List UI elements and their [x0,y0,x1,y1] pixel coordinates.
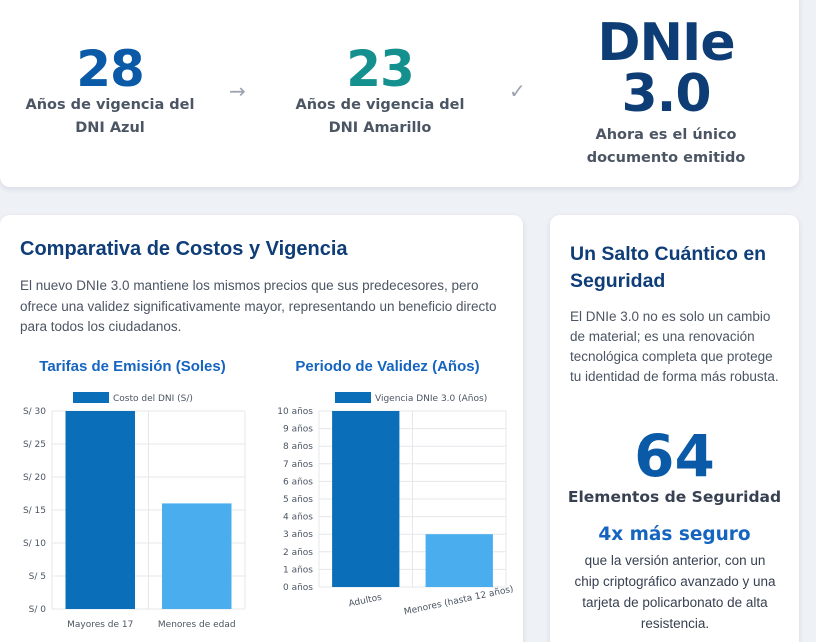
security-elements-number: 64 [634,422,715,490]
legend-swatch [335,392,371,403]
y-tick-label: 6 años [283,477,313,487]
security-card: Un Salto Cuántico en Seguridad El DNIe 3… [550,215,799,642]
y-tick-label: 3 años [283,530,313,540]
stat-dnie-3: DNIe 3.0 Ahora es el único documento emi… [555,13,777,170]
y-tick-label: S/ 15 [23,506,46,516]
bar [65,411,135,609]
legend-swatch [73,392,109,403]
stat-number: 23 [346,40,415,98]
validity-chart-title: Periodo de Validez (Años) [295,358,480,375]
fees-chart: S/ 0 S/ 5 S/ 10 S/ 15 S/ 20 S/ 25 S/ 30 Mayores… [23,392,246,630]
stat-label: Años de vigencia del DNI Amarillo [295,97,465,136]
stat-dni-azul: 28 Años de vigencia del DNI Azul [10,44,210,140]
y-tick-label: 4 años [283,513,313,523]
stat-number: 28 [76,40,145,98]
comparison-description: El nuevo DNIe 3.0 mantiene los mismos pr… [20,278,497,334]
y-tick-label: S/ 20 [23,473,46,483]
stat-label: Años de vigencia del DNI Azul [25,97,195,136]
validity-chart: 0 años 1 años 2 años 3 años 4 años 5 años 6 añ… [277,392,514,618]
x-tick-label: Mayores de 17 [67,620,133,630]
y-tick-label: 10 años [277,407,313,417]
stats-card: 28 Años de vigencia del DNI Azul → 23 Añ… [0,0,799,187]
y-tick-label: 8 años [283,442,313,452]
legend-label: Costo del DNI (S/) [113,394,193,404]
y-tick-label: 1 años [283,565,313,575]
y-tick-label: S/ 10 [23,539,46,549]
comparison-card: Comparativa de Costos y Vigencia El nuev… [0,215,523,642]
safer-title: 4x más seguro [598,524,751,545]
x-tick-label: Menores (hasta 12 años) [403,585,514,618]
fees-chart-title: Tarifas de Emisión (Soles) [39,358,226,375]
y-tick-label: 0 años [283,583,313,593]
y-tick-label: S/ 25 [23,440,46,450]
stat-label: Ahora es el único documento emitido [586,126,746,166]
security-title: Un Salto Cuántico en Seguridad [570,243,767,292]
y-tick-label: S/ 5 [29,572,46,582]
stat-dni-amarillo: 23 Años de vigencia del DNI Amarillo [280,44,480,140]
y-tick-label: 9 años [283,425,313,435]
stat-number: DNIe 3.0 [597,13,735,124]
x-tick-label: Menores de edad [158,620,236,630]
arrow-right-icon: → [229,79,246,103]
bar [332,411,400,587]
legend-label: Vigencia DNIe 3.0 (Años) [375,394,487,404]
security-elements-label: Elementos de Seguridad [567,488,782,506]
safer-description: que la versión anterior, con un chip cri… [574,553,776,631]
check-icon: ✓ [509,79,526,103]
x-tick-label: Adultos [348,593,383,610]
y-tick-label: S/ 30 [23,407,46,417]
bar [425,534,493,587]
bar [162,503,232,609]
y-tick-label: 7 años [283,460,313,470]
security-description: El DNIe 3.0 no es solo un cambio de mate… [570,309,779,384]
y-tick-label: S/ 0 [29,605,47,615]
comparison-title: Comparativa de Costos y Vigencia [20,238,348,260]
y-tick-label: 5 años [283,495,313,505]
y-tick-label: 2 años [283,548,313,558]
